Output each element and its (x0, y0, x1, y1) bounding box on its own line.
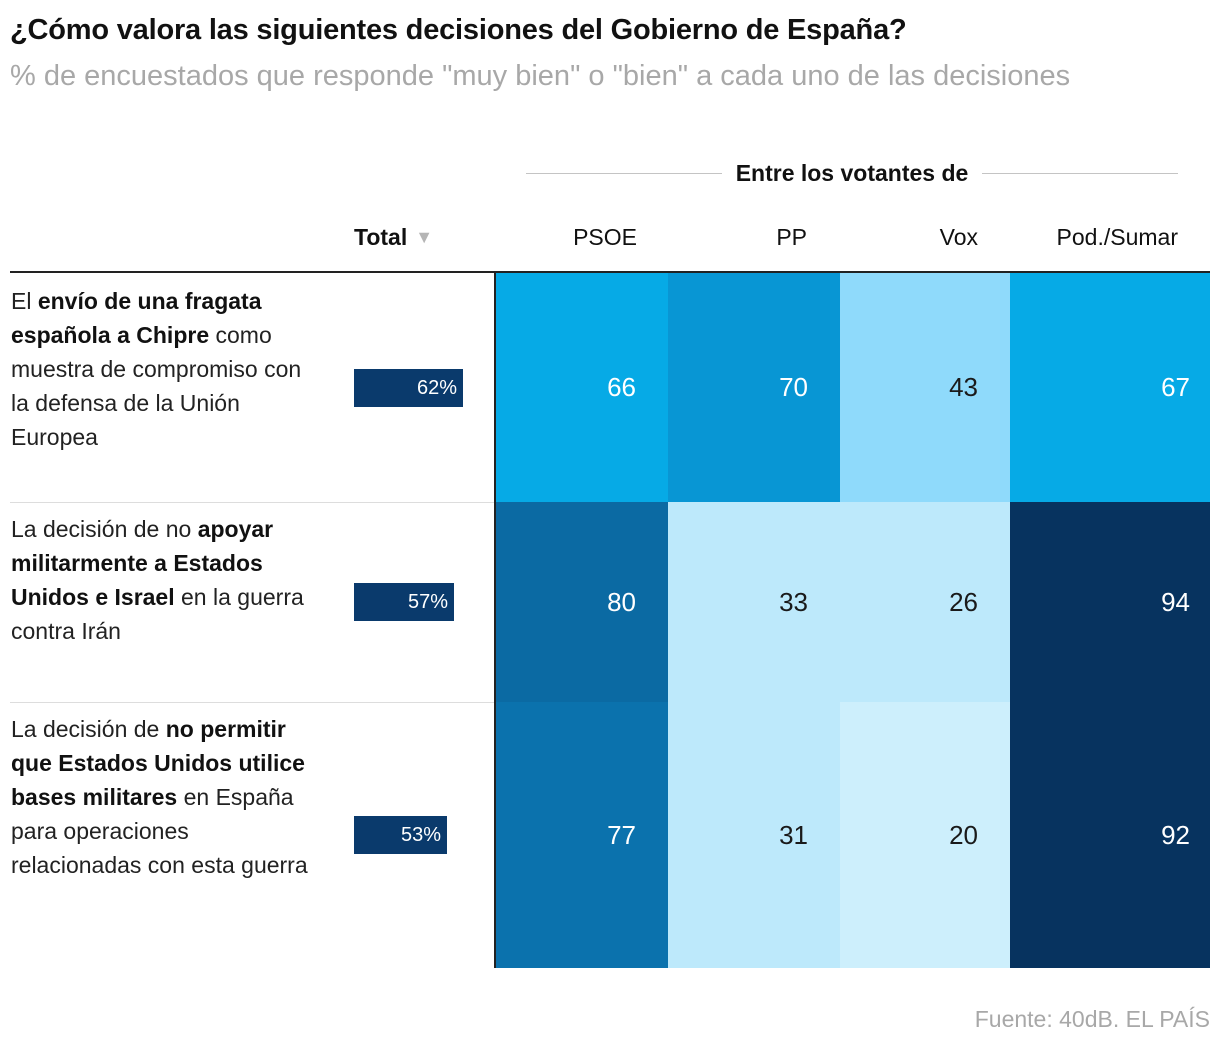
column-header-vox: Vox (939, 224, 978, 250)
row-separator (10, 502, 494, 503)
row-label: El envío de una fragata española a Chipr… (11, 284, 311, 454)
row-label-text: como muestra de compromiso con la defens… (11, 322, 302, 450)
row-label: La decisión de no permitir que Estados U… (11, 712, 311, 882)
heatmap-cell: 80 (496, 502, 668, 702)
group-header: Entre los votantes de (526, 158, 1178, 188)
group-header-rule-left (526, 172, 722, 174)
column-header-pp: PP (776, 224, 807, 250)
header-rule (10, 271, 1210, 273)
row-label-bold-text: apoyar militarmente a Estados Unidos e I… (11, 516, 274, 610)
total-header-label: Total (354, 224, 408, 250)
heatmap-cell: 31 (668, 702, 840, 968)
heatmap-cell: 33 (668, 502, 840, 702)
total-bar: 53% (354, 816, 447, 854)
row-label-text: La decisión de (11, 716, 166, 742)
total-column-header[interactable]: Total ▼ (354, 222, 433, 252)
heatmap-cell: 20 (840, 702, 1010, 968)
row-label-bold-text: envío de una fragata española a Chipre (11, 288, 262, 348)
row-label-bold-text: no permitir que Estados Unidos utilice b… (11, 716, 305, 810)
heatmap-cell: 94 (1010, 502, 1210, 702)
heatmap-cell: 92 (1010, 702, 1210, 968)
chart-title: ¿Cómo valora las siguientes decisiones d… (10, 14, 907, 46)
row-label-text: en España para operaciones relacionadas … (11, 784, 308, 878)
total-bar: 57% (354, 583, 454, 621)
heatmap-cell: 77 (496, 702, 668, 968)
group-header-label: Entre los votantes de (735, 159, 969, 186)
column-header-pod-sumar: Pod./Sumar (1056, 224, 1178, 250)
column-header-psoe: PSOE (573, 224, 637, 250)
triangle-down-icon[interactable]: ▼ (415, 227, 434, 247)
heatmap-cell: 67 (1010, 273, 1210, 502)
total-bar: 62% (354, 369, 463, 407)
heatmap-cell: 43 (840, 273, 1010, 502)
row-label-text: en la guerra contra Irán (11, 584, 304, 644)
total-divider-line (494, 271, 496, 968)
row-label-text: El (11, 288, 38, 314)
row-separator (10, 702, 494, 703)
chart-subtitle: % de encuestados que responde "muy bien"… (10, 60, 1071, 92)
heatmap-cell: 70 (668, 273, 840, 502)
heatmap-cell: 66 (496, 273, 668, 502)
heatmap-cell: 26 (840, 502, 1010, 702)
source-note: Fuente: 40dB. EL PAÍS (974, 1006, 1210, 1032)
row-label: La decisión de no apoyar militarmente a … (11, 512, 311, 648)
row-label-text: La decisión de no (11, 516, 198, 542)
group-header-rule-right (982, 172, 1178, 174)
